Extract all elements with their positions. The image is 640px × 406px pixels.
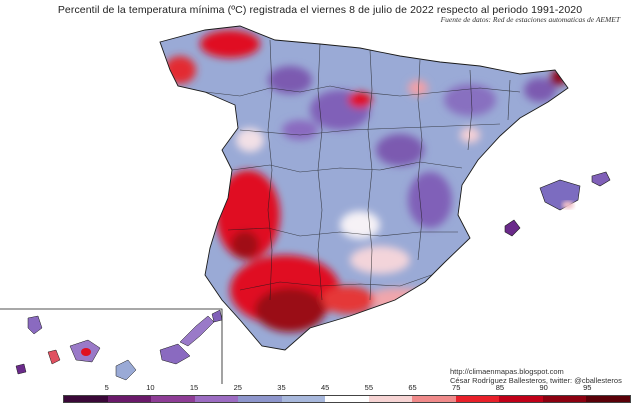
legend-ticks: 5 10 15 25 35 45 55 65 75 85 90 95 — [63, 383, 631, 393]
legend-swatch — [238, 396, 282, 402]
legend-swatch — [542, 396, 587, 402]
legend-swatch — [499, 396, 543, 402]
blog-link[interactable]: http://climaenmapas.blogspot.com — [450, 367, 564, 376]
canary-inset-frame — [0, 308, 223, 384]
legend-tick-label: 15 — [189, 383, 199, 392]
legend-tick-label: 25 — [233, 383, 242, 392]
legend-tick-label: 55 — [364, 383, 374, 392]
legend-tick-label: 90 — [539, 383, 548, 392]
legend-swatch — [281, 396, 326, 402]
canary-islands — [15, 309, 223, 381]
balearic-islands — [504, 171, 611, 237]
legend-swatch — [151, 396, 195, 402]
legend-swatch — [107, 396, 152, 402]
legend-swatch — [586, 396, 630, 402]
legend-swatch — [64, 396, 108, 402]
legend-swatch — [194, 396, 239, 402]
legend-tick-label: 45 — [320, 383, 330, 392]
legend-tick-label: 5 — [104, 383, 109, 392]
author-credit: César Rodríguez Ballesteros, twitter: @c… — [450, 376, 622, 385]
legend-tick-label: 35 — [277, 383, 286, 392]
legend-tick-label: 10 — [146, 383, 155, 392]
legend-tick-label: 95 — [583, 383, 592, 392]
legend-swatch — [455, 396, 500, 402]
legend-swatch — [368, 396, 413, 402]
legend-swatch — [412, 396, 456, 402]
data-source-note: Fuente de datos: Red de estaciones autom… — [440, 15, 620, 24]
legend-tick-label: 65 — [408, 383, 417, 392]
peninsula-coastline — [159, 25, 569, 351]
legend-tick-label: 85 — [495, 383, 505, 392]
map-credits: http://climaenmapas.blogspot.com César R… — [450, 367, 622, 385]
legend-tick-label: 75 — [452, 383, 461, 392]
legend-swatch — [325, 396, 369, 402]
map-title: Percentil de la temperatura mínima (ºC) … — [57, 4, 583, 16]
legend-colorbar — [63, 395, 631, 403]
